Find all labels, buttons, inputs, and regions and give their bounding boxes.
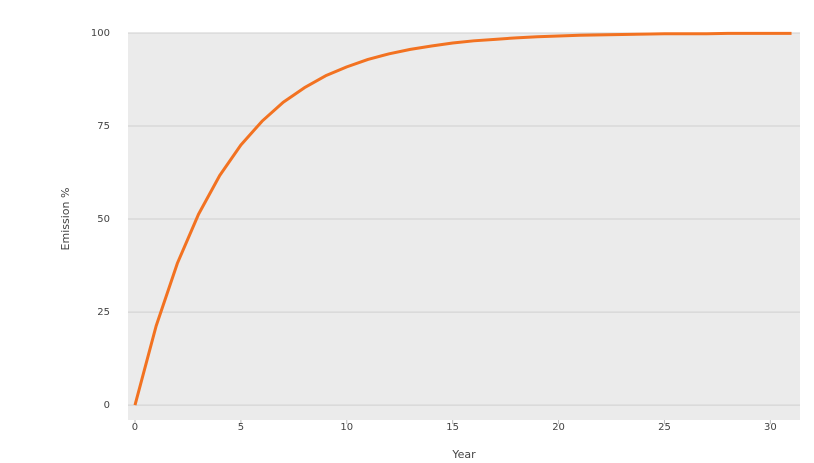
x-tick-label: 5	[238, 422, 244, 433]
x-tick-label: 30	[764, 422, 777, 433]
x-tick-label: 0	[132, 422, 138, 433]
plot-area	[128, 33, 800, 420]
y-tick-label: 25	[97, 307, 110, 318]
y-tick-label: 0	[104, 400, 110, 411]
x-tick-label: 15	[446, 422, 459, 433]
y-axis-label: Emission %	[59, 188, 72, 251]
x-tick-label: 10	[340, 422, 353, 433]
x-tick-label: 25	[658, 422, 671, 433]
x-tick-label: 20	[552, 422, 565, 433]
y-tick-label: 75	[97, 121, 110, 132]
y-tick-label: 100	[91, 28, 110, 39]
data-line	[133, 31, 792, 406]
y-tick-label: 50	[97, 214, 110, 225]
x-axis-label: Year	[451, 448, 476, 461]
